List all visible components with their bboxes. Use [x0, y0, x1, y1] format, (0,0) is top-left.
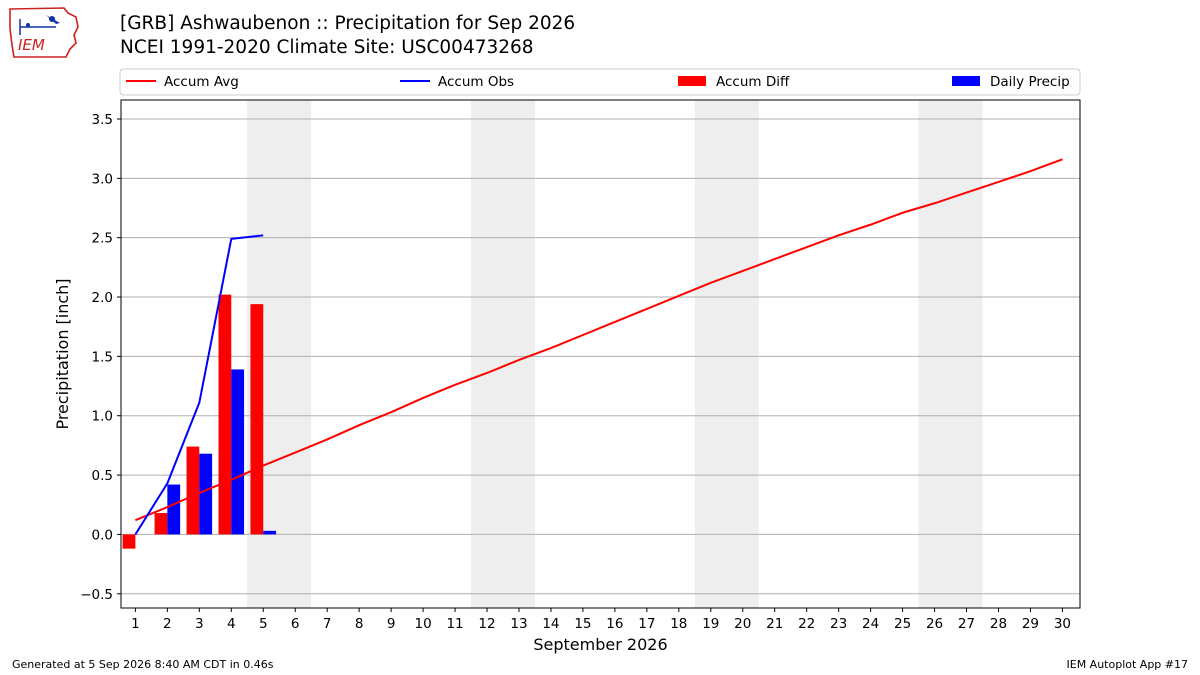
x-tick-label: 7 — [323, 616, 332, 632]
y-tick-label: 0.0 — [92, 527, 113, 543]
x-tick-label: 29 — [1022, 616, 1039, 632]
weekend-band — [471, 100, 535, 608]
x-tick-label: 17 — [638, 616, 655, 632]
y-tick-label: 3.0 — [92, 171, 113, 187]
daily-precip-bar — [263, 530, 277, 535]
x-tick-label: 25 — [894, 616, 911, 632]
title-line-2: NCEI 1991-2020 Climate Site: USC00473268 — [120, 37, 534, 58]
y-tick-label: 3.5 — [92, 112, 113, 128]
accum-avg-line — [135, 158, 1063, 522]
x-tick-label: 10 — [414, 616, 431, 632]
x-tick-label: 30 — [1054, 616, 1071, 632]
x-axis-label: September 2026 — [533, 635, 667, 654]
logo-text: IEM — [18, 36, 45, 54]
y-tick-label: 1.0 — [92, 409, 113, 425]
daily-precip-bar — [231, 369, 245, 535]
x-tick-label: 8 — [355, 616, 364, 632]
legend-label: Daily Precip — [990, 74, 1070, 90]
y-axis-label: Precipitation [inch] — [53, 278, 72, 429]
accum-obs-line — [134, 234, 264, 535]
y-tick-label: 1.5 — [92, 349, 113, 365]
y-tick-label: 2.5 — [92, 231, 113, 247]
y-tick-label: 2.0 — [92, 290, 113, 306]
x-tick-label: 6 — [291, 616, 300, 632]
title-line-1: [GRB] Ashwaubenon :: Precipitation for S… — [120, 13, 576, 34]
accum-diff-bar — [154, 513, 168, 535]
daily-precip-bar — [167, 484, 181, 535]
footer-generated: Generated at 5 Sep 2026 8:40 AM CDT in 0… — [12, 658, 274, 671]
accum-diff-bar — [122, 534, 136, 549]
legend-swatch — [678, 76, 706, 86]
x-tick-label: 11 — [446, 616, 463, 632]
y-tick-label: −0.5 — [80, 587, 113, 603]
x-tick-label: 16 — [606, 616, 623, 632]
legend-swatch — [952, 76, 980, 86]
legend-label: Accum Avg — [164, 74, 239, 90]
weekend-band — [694, 100, 759, 608]
x-tick-label: 9 — [387, 616, 396, 632]
x-tick-label: 5 — [259, 616, 268, 632]
x-tick-label: 2 — [163, 616, 172, 632]
x-tick-label: 18 — [670, 616, 687, 632]
legend-label: Accum Obs — [438, 74, 514, 90]
x-tick-label: 4 — [227, 616, 236, 632]
x-tick-label: 13 — [510, 616, 527, 632]
footer-app: IEM Autoplot App #17 — [1066, 658, 1189, 671]
accum-diff-bar — [250, 304, 264, 535]
x-tick-label: 19 — [702, 616, 719, 632]
weekend-band — [918, 100, 983, 608]
accum-diff-bar — [186, 446, 200, 535]
iem-logo: IEM — [9, 7, 79, 58]
plot-frame — [120, 99, 1081, 609]
x-tick-label: 26 — [926, 616, 943, 632]
x-tick-label: 3 — [195, 616, 204, 632]
x-tick-label: 27 — [958, 616, 975, 632]
daily-precip-bar — [199, 453, 213, 535]
x-tick-label: 22 — [798, 616, 815, 632]
x-tick-label: 20 — [734, 616, 751, 632]
x-tick-label: 14 — [542, 616, 559, 632]
x-tick-label: 15 — [574, 616, 591, 632]
x-tick-label: 24 — [862, 616, 879, 632]
x-tick-label: 23 — [830, 616, 847, 632]
chart-title: [GRB] Ashwaubenon :: Precipitation for S… — [120, 12, 575, 60]
x-tick-label: 12 — [478, 616, 495, 632]
y-tick-label: 0.5 — [92, 468, 113, 484]
legend-label: Accum Diff — [716, 74, 790, 90]
x-tick-label: 28 — [990, 616, 1007, 632]
accum-diff-bar — [218, 294, 232, 535]
x-tick-label: 21 — [766, 616, 783, 632]
legend-box — [119, 68, 1081, 96]
x-tick-label: 1 — [131, 616, 140, 632]
